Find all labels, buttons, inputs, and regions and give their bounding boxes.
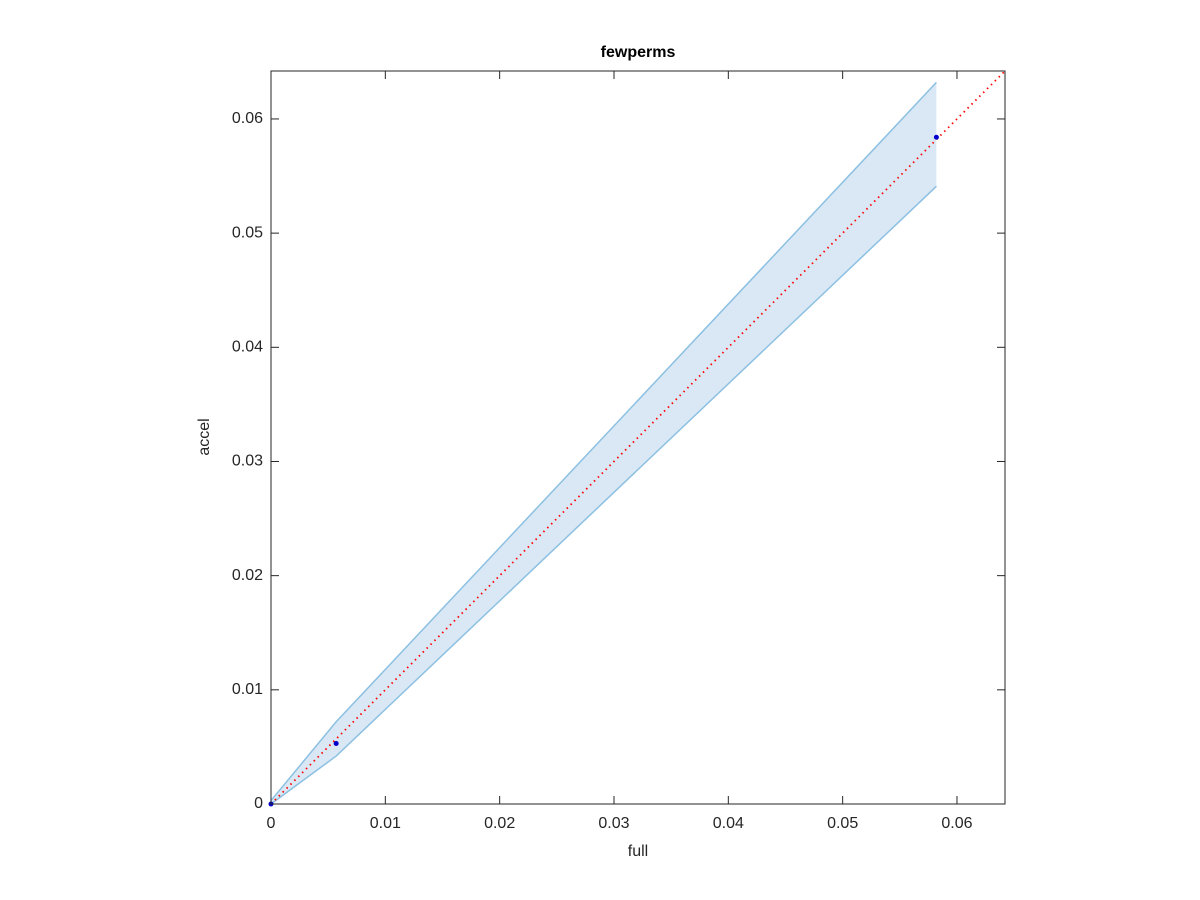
y-tick-label: 0.02 [232,567,263,584]
y-tick-label: 0 [254,795,263,812]
y-tick-label: 0.06 [232,110,263,127]
x-axis-label: full [628,843,648,860]
data-point [333,740,339,746]
y-tick-label: 0.05 [232,224,263,241]
x-tick-label: 0.04 [713,815,744,832]
data-point [933,134,939,140]
x-tick-label: 0.03 [598,815,629,832]
y-axis-label: accel [196,418,213,455]
band-edge-upper [270,81,937,802]
x-tick-label: 0 [267,815,276,832]
diagonal-line [270,70,1006,805]
y-tick-label: 0.04 [232,339,263,356]
x-tick-label: 0.01 [370,815,401,832]
x-tick-label: 0.02 [484,815,515,832]
axes-frame [270,70,1006,805]
x-tick-label: 0.06 [941,815,972,832]
y-tick-label: 0.03 [232,453,263,470]
band-edge-lower [270,185,937,805]
chart-title: fewperms [601,44,676,61]
x-tick-label: 0.05 [827,815,858,832]
y-tick-label: 0.01 [232,681,263,698]
confidence-band [271,82,937,805]
